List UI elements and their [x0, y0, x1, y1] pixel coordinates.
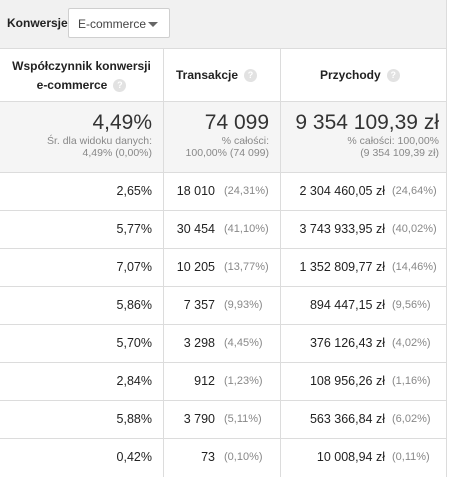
cell-conversion-rate: 2,84%: [116, 374, 152, 388]
table-row: 7,07% 10 205 (13,77%) 1 352 809,77 zł (1…: [0, 249, 447, 287]
cell-transactions: 18 010: [176, 184, 215, 198]
cell-transactions: 3 298: [183, 336, 215, 350]
cell-revenue-pct: (24,64%): [392, 185, 437, 197]
cell-revenue-pct: (14,46%): [392, 261, 437, 273]
cell-transactions-pct: (4,45%): [224, 337, 263, 349]
summary-revenue: 9 354 109,39 zł % całości: 100,00% (9 35…: [282, 102, 447, 172]
summary-row: 4,49% Śr. dla widoku danych: 4,49% (0,00…: [0, 102, 447, 173]
summary-rate-sub2: 4,49% (0,00%): [82, 147, 152, 159]
cell-revenue-pct: (4,02%): [392, 337, 431, 349]
cell-revenue: 2 304 460,05 zł: [299, 184, 386, 198]
dropdown-value: E-commerce: [78, 17, 147, 31]
header-conversion-rate-line1: Współczynnik konwersji: [12, 59, 151, 73]
conversion-type-dropdown[interactable]: E-commerce: [68, 8, 170, 38]
table-row: 5,70% 3 298 (4,45%) 376 126,43 zł (4,02%…: [0, 325, 447, 363]
summary-rate-sub1: Śr. dla widoku danych:: [46, 135, 152, 147]
caret-down-icon: [148, 22, 158, 27]
summary-transactions-sub2: 100,00% (74 099): [185, 147, 269, 159]
cell-transactions: 3 790: [183, 412, 215, 426]
summary-revenue-value: 9 354 109,39 zł: [295, 111, 439, 134]
summary-conversion-rate: 4,49% Śr. dla widoku danych: 4,49% (0,00…: [0, 102, 163, 172]
header-transactions-label: Transakcje: [176, 68, 239, 82]
summary-transactions-sub1: % całości:: [221, 135, 269, 147]
cell-conversion-rate: 5,86%: [116, 298, 152, 312]
header-revenue-label: Przychody: [320, 68, 381, 82]
cell-transactions: 7 357: [183, 298, 215, 312]
help-icon[interactable]: ?: [386, 69, 400, 82]
cell-revenue: 563 366,84 zł: [309, 412, 385, 426]
summary-rate-value: 4,49%: [92, 111, 152, 134]
cell-revenue-pct: (9,56%): [392, 299, 431, 311]
cell-conversion-rate: 7,07%: [116, 260, 152, 274]
cell-conversion-rate: 2,65%: [116, 184, 152, 198]
summary-revenue-sub1: % całości: 100,00%: [347, 135, 439, 147]
cell-revenue: 108 956,26 zł: [309, 374, 385, 388]
cell-transactions: 912: [194, 374, 215, 388]
header-transactions[interactable]: Transakcje?: [165, 49, 280, 101]
data-table: Współczynnik konwersji e-commerce? Trans…: [0, 49, 447, 476]
table-row: 2,84% 912 (1,23%) 108 956,26 zł (1,16%): [0, 363, 447, 401]
cell-conversion-rate: 5,77%: [116, 222, 152, 236]
cell-revenue: 10 008,94 zł: [316, 450, 385, 464]
cell-revenue: 1 352 809,77 zł: [299, 260, 386, 274]
cell-transactions-pct: (5,11%): [224, 413, 262, 425]
cell-transactions-pct: (0,10%): [224, 451, 263, 463]
cell-transactions: 10 205: [176, 260, 215, 274]
summary-revenue-sub2: (9 354 109,39 zł): [360, 147, 439, 159]
cell-transactions: 73: [201, 450, 215, 464]
cell-transactions-pct: (9,93%): [224, 299, 263, 311]
table-row: 5,86% 7 357 (9,93%) 894 447,15 zł (9,56%…: [0, 287, 447, 325]
cell-revenue-pct: (1,16%): [392, 375, 431, 387]
header-conversion-rate-line2: e-commerce: [36, 78, 108, 92]
table-row: 0,42% 73 (0,10%) 10 008,94 zł (0,11%): [0, 439, 447, 476]
header-revenue[interactable]: Przychody?: [282, 49, 447, 101]
summary-transactions: 74 099 % całości: 100,00% (74 099): [165, 102, 280, 172]
table-row: 2,65% 18 010 (24,31%) 2 304 460,05 zł (2…: [0, 173, 447, 211]
table-right-border: [446, 0, 447, 477]
help-icon[interactable]: ?: [244, 69, 258, 82]
cell-transactions-pct: (24,31%): [224, 185, 269, 197]
cell-revenue: 376 126,43 zł: [309, 336, 385, 350]
table-header: Współczynnik konwersji e-commerce? Trans…: [0, 49, 447, 102]
cell-transactions: 30 454: [176, 222, 215, 236]
cell-conversion-rate: 5,88%: [116, 412, 152, 426]
cell-revenue: 3 743 933,95 zł: [299, 222, 386, 236]
cell-revenue-pct: (40,02%): [392, 223, 437, 235]
toolbar-label: Konwersje: [7, 16, 68, 30]
table-row: 5,88% 3 790 (5,11%) 563 366,84 zł (6,02%…: [0, 401, 447, 439]
help-icon[interactable]: ?: [113, 79, 127, 92]
cell-transactions-pct: (1,23%): [224, 375, 263, 387]
summary-transactions-value: 74 099: [204, 111, 269, 134]
column-divider: [280, 49, 281, 477]
cell-conversion-rate: 0,42%: [116, 450, 152, 464]
cell-transactions-pct: (13,77%): [224, 261, 269, 273]
cell-revenue-pct: (0,11%): [392, 451, 430, 463]
toolbar: Konwersje E-commerce: [0, 0, 447, 49]
cell-revenue: 894 447,15 zł: [309, 298, 385, 312]
table-row: 5,77% 30 454 (41,10%) 3 743 933,95 zł (4…: [0, 211, 447, 249]
cell-revenue-pct: (6,02%): [392, 413, 431, 425]
header-conversion-rate[interactable]: Współczynnik konwersji e-commerce?: [0, 49, 163, 101]
cell-transactions-pct: (41,10%): [224, 223, 269, 235]
column-divider: [163, 49, 164, 477]
cell-conversion-rate: 5,70%: [116, 336, 152, 350]
